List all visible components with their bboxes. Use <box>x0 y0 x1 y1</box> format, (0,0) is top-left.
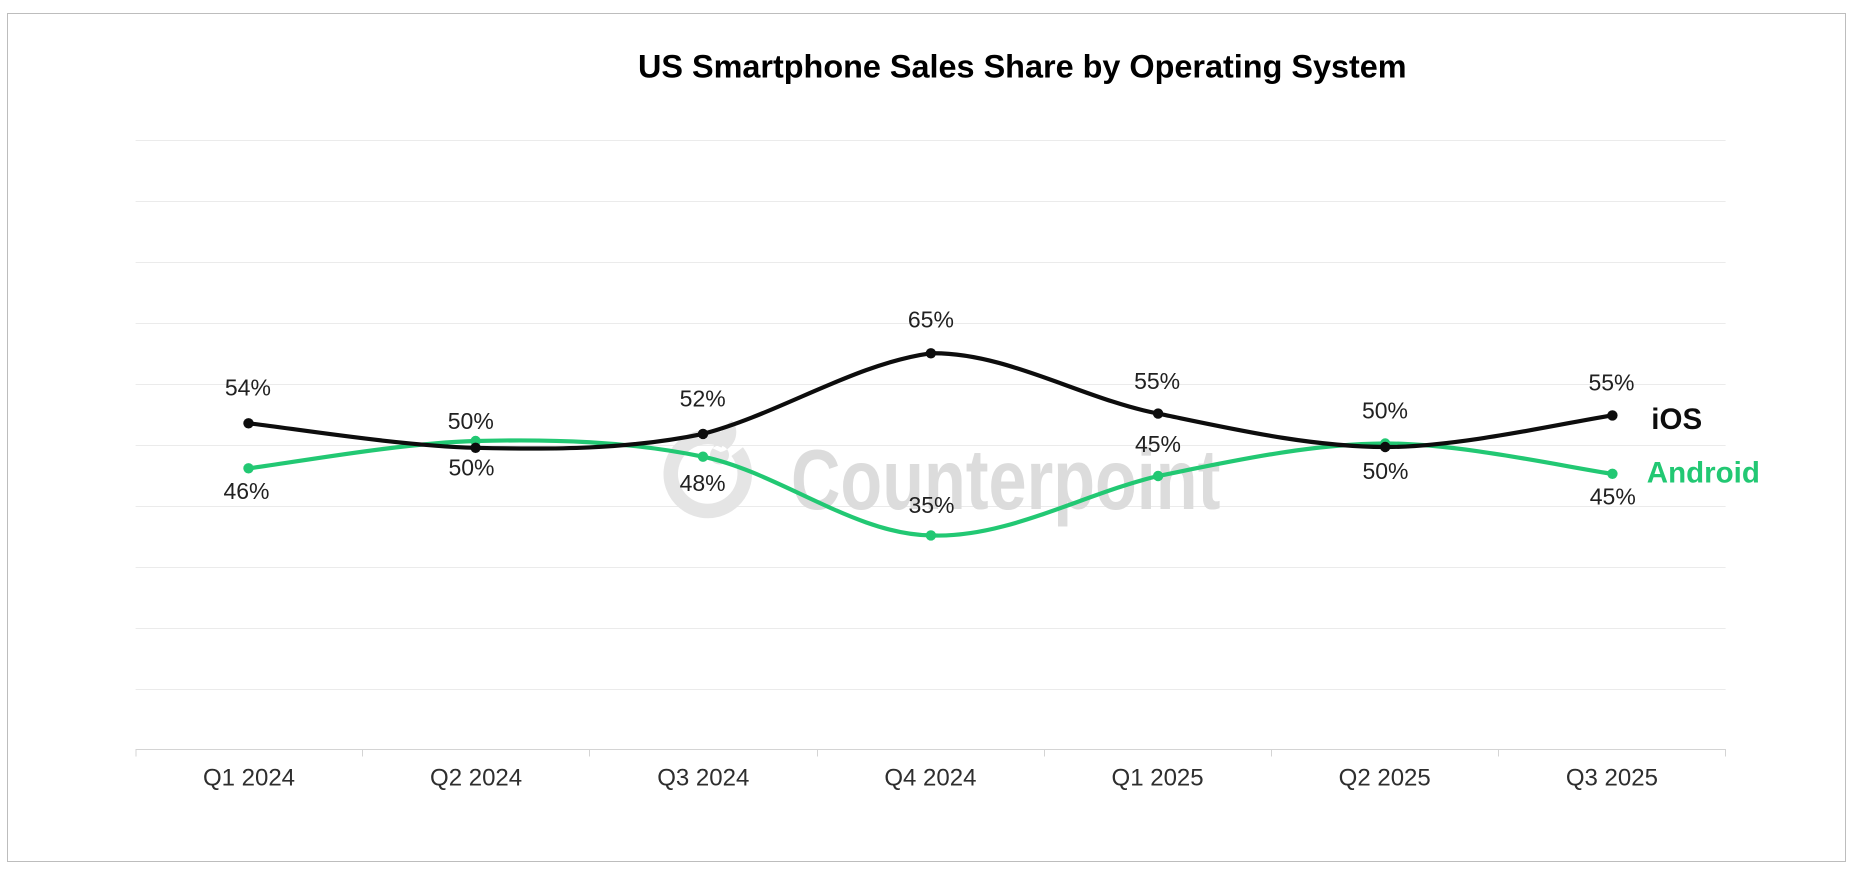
svg-text:50%: 50% <box>448 455 494 481</box>
svg-text:Q1 2025: Q1 2025 <box>1112 764 1204 791</box>
svg-text:55%: 55% <box>1134 368 1180 394</box>
svg-text:50%: 50% <box>448 408 494 434</box>
svg-text:Q2 2025: Q2 2025 <box>1339 764 1431 791</box>
svg-text:50%: 50% <box>1362 397 1408 423</box>
svg-text:45%: 45% <box>1590 483 1636 509</box>
svg-text:55%: 55% <box>1588 369 1634 395</box>
svg-text:Android: Android <box>1647 457 1760 490</box>
svg-text:Q1 2024: Q1 2024 <box>203 764 295 791</box>
svg-text:US Smartphone Sales Share by O: US Smartphone Sales Share by Operating S… <box>638 49 1407 85</box>
svg-text:54%: 54% <box>225 374 271 400</box>
svg-text:Q3 2025: Q3 2025 <box>1566 764 1658 791</box>
svg-text:46%: 46% <box>223 478 269 504</box>
svg-text:50%: 50% <box>1362 458 1408 484</box>
svg-text:52%: 52% <box>680 386 726 412</box>
svg-text:Q4 2024: Q4 2024 <box>884 764 976 791</box>
svg-text:Q2 2024: Q2 2024 <box>430 764 522 791</box>
svg-text:iOS: iOS <box>1651 403 1702 436</box>
svg-text:45%: 45% <box>1135 431 1181 457</box>
svg-text:65%: 65% <box>908 306 954 332</box>
svg-text:35%: 35% <box>908 492 954 518</box>
svg-text:48%: 48% <box>680 470 726 496</box>
svg-text:Q3 2024: Q3 2024 <box>657 764 749 791</box>
